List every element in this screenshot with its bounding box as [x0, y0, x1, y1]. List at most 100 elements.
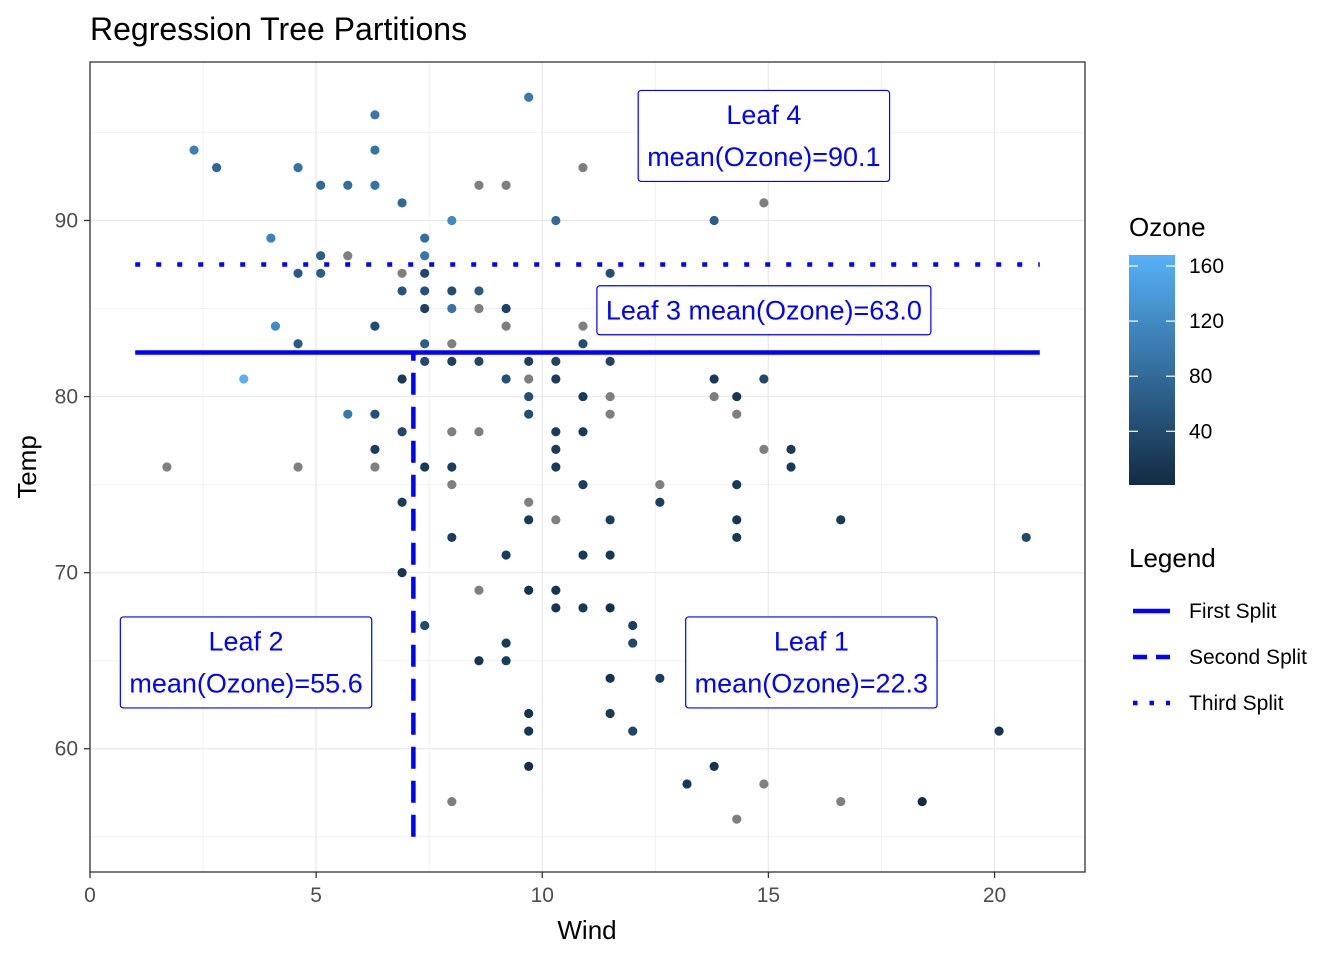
y-tick-label: 90 — [55, 209, 78, 232]
y-axis-label: Temp — [12, 435, 42, 499]
data-point — [524, 585, 534, 595]
data-point — [551, 427, 561, 437]
data-point — [786, 462, 796, 472]
data-point — [501, 180, 511, 190]
data-point — [447, 427, 457, 437]
data-point — [447, 532, 457, 543]
data-point — [551, 215, 561, 226]
data-point — [447, 303, 457, 314]
data-point — [474, 286, 484, 296]
data-point — [189, 145, 199, 155]
leaf-label-text: mean(Ozone)=55.6 — [129, 668, 362, 698]
data-point — [212, 163, 222, 173]
data-point — [759, 198, 769, 208]
data-point — [578, 550, 588, 560]
data-point — [370, 145, 380, 155]
data-point — [447, 339, 457, 349]
data-point — [732, 515, 742, 525]
data-point — [628, 638, 638, 648]
data-point — [605, 391, 615, 402]
data-point — [343, 409, 353, 419]
data-point — [474, 585, 484, 595]
data-point — [732, 391, 742, 402]
data-point — [524, 92, 534, 102]
data-point — [524, 356, 534, 366]
data-point — [732, 532, 742, 543]
x-axis: 0 5 10 15 20 — [84, 872, 1006, 907]
legend-entry-label: First Split — [1189, 600, 1277, 623]
plot-border — [89, 61, 1086, 873]
data-point — [447, 480, 457, 490]
y-axis: 60 70 80 90 — [55, 209, 90, 761]
leaf-label-text: Leaf 2 — [208, 626, 283, 656]
data-point — [1021, 532, 1031, 543]
data-point — [293, 268, 303, 278]
data-point — [709, 761, 719, 771]
data-point — [420, 303, 430, 314]
data-point — [628, 726, 638, 736]
data-point — [239, 374, 249, 384]
leaf-annotations: Leaf 4 mean(Ozone)=90.1 Leaf 3 mean(Ozone)… — [119, 89, 938, 709]
data-point — [605, 409, 615, 419]
data-point — [605, 603, 615, 613]
color-bar-tick-label: 160 — [1189, 255, 1224, 278]
data-point — [732, 480, 742, 490]
data-point — [420, 462, 430, 472]
data-point — [578, 480, 588, 490]
data-point — [447, 462, 457, 472]
data-point — [605, 673, 615, 683]
data-point — [420, 356, 430, 366]
data-point — [370, 110, 380, 120]
data-point — [578, 321, 588, 331]
y-tick-label: 60 — [55, 738, 78, 761]
data-point — [655, 497, 665, 507]
data-point — [343, 251, 353, 261]
data-point — [551, 603, 561, 613]
data-point — [420, 251, 430, 261]
data-point — [397, 268, 407, 278]
data-point — [759, 444, 769, 454]
x-tick-label: 0 — [84, 884, 96, 907]
split-lines — [135, 262, 1040, 837]
data-point — [293, 163, 303, 173]
data-point — [628, 620, 638, 631]
data-point — [370, 409, 380, 419]
data-point — [759, 374, 769, 384]
leaf-label-4: Leaf 1 mean(Ozone)=22.3 — [685, 616, 938, 709]
data-points — [162, 92, 1031, 824]
plot-panel — [90, 62, 1085, 872]
leaf-label-text: mean(Ozone)=90.1 — [647, 142, 880, 172]
data-point — [578, 603, 588, 613]
leaf-label-box — [685, 616, 938, 709]
data-point — [447, 286, 457, 296]
data-point — [316, 251, 326, 261]
leaf-label-box — [119, 616, 373, 709]
data-point — [605, 268, 615, 278]
data-point — [836, 515, 846, 525]
data-point — [501, 303, 511, 314]
data-point — [551, 374, 561, 384]
color-legend: Ozone 40 80 120 160 — [1129, 212, 1224, 485]
data-point — [501, 321, 511, 331]
y-tick-label: 80 — [55, 386, 78, 409]
data-point — [709, 391, 719, 402]
data-point — [917, 796, 927, 807]
line-legend: Legend First Split Second Split Third Spli… — [1129, 543, 1307, 715]
data-point — [655, 673, 665, 683]
data-point — [551, 356, 561, 366]
data-point — [732, 814, 742, 824]
data-point — [709, 374, 719, 384]
data-point — [605, 550, 615, 560]
data-point — [397, 568, 407, 578]
data-point — [266, 233, 276, 243]
data-point — [397, 286, 407, 296]
data-point — [474, 303, 484, 314]
data-point — [397, 198, 407, 208]
data-point — [420, 339, 430, 349]
x-axis-label: Wind — [557, 915, 616, 945]
leaf-label-1: Leaf 4 mean(Ozone)=90.1 — [637, 89, 891, 183]
data-point — [551, 585, 561, 595]
data-point — [501, 638, 511, 648]
data-point — [370, 321, 380, 331]
